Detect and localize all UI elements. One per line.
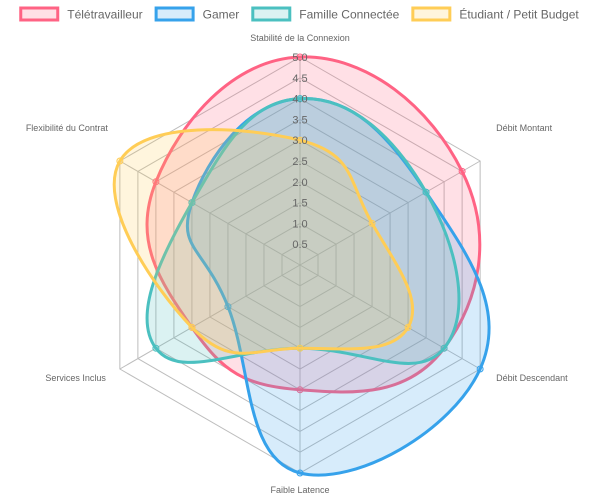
radar-axes <box>119 57 481 473</box>
data-point[interactable] <box>368 219 376 227</box>
axis-label: Débit Descendant <box>496 373 568 383</box>
data-point[interactable] <box>296 469 304 477</box>
data-point[interactable] <box>188 199 196 207</box>
tick-label: 2.0 <box>292 177 307 189</box>
axis-line <box>299 264 481 370</box>
tick-label: 1.5 <box>292 198 307 210</box>
legend-item[interactable]: Famille Connectée <box>251 6 400 22</box>
series-3 <box>112 128 415 355</box>
data-point[interactable] <box>458 167 466 175</box>
tick-label: 3.0 <box>292 135 307 147</box>
axis-line <box>119 160 301 266</box>
legend: Télétravailleur Gamer Famille Connectée Étu… <box>19 6 580 22</box>
tick-label: 2.5 <box>292 156 307 168</box>
data-point[interactable] <box>440 344 448 352</box>
tick-label: 1.0 <box>292 218 307 230</box>
radar-axis-labels: Stabilité de la Connexion Débit Montant Dé… <box>26 33 568 495</box>
tick-label: 0.5 <box>292 239 307 251</box>
legend-swatch <box>251 6 292 22</box>
series-area <box>112 128 415 355</box>
axis-label: Faible Latence <box>270 485 329 495</box>
data-point[interactable] <box>476 365 484 373</box>
tick-label: 4.5 <box>292 73 307 85</box>
legend-item[interactable]: Étudiant / Petit Budget <box>411 6 580 22</box>
axis-label: Stabilité de la Connexion <box>250 33 350 43</box>
data-point[interactable] <box>296 386 304 394</box>
legend-label: Télétravailleur <box>67 8 142 22</box>
tick-label: 5.0 <box>292 52 307 64</box>
data-point[interactable] <box>404 323 412 331</box>
data-point[interactable] <box>296 53 304 61</box>
data-point[interactable] <box>296 344 304 352</box>
legend-swatch <box>154 6 195 22</box>
axis-label: Services Inclus <box>45 373 106 383</box>
tick-label: 3.5 <box>292 114 307 126</box>
axis-label: Flexibilité du Contrat <box>26 123 109 133</box>
data-point[interactable] <box>152 178 160 186</box>
data-point[interactable] <box>188 323 196 331</box>
radar-ticks: 0.5 1.0 1.5 2.0 2.5 3.0 3.5 4.0 4.5 5.0 <box>292 52 307 251</box>
legend-label: Gamer <box>203 8 240 22</box>
data-point[interactable] <box>116 157 124 165</box>
tick-label: 4.0 <box>292 94 307 106</box>
data-point[interactable] <box>296 95 304 103</box>
legend-swatch <box>411 6 452 22</box>
data-point[interactable] <box>152 344 160 352</box>
axis-line <box>119 264 301 370</box>
data-point[interactable] <box>224 303 232 311</box>
legend-label: Étudiant / Petit Budget <box>459 7 579 22</box>
data-point[interactable] <box>296 136 304 144</box>
axis-line <box>299 160 481 266</box>
legend-label: Famille Connectée <box>299 8 399 22</box>
radar-series <box>112 53 491 477</box>
legend-item[interactable]: Télétravailleur <box>19 6 143 22</box>
legend-item[interactable]: Gamer <box>154 6 240 22</box>
axis-label: Débit Montant <box>496 123 553 133</box>
legend-swatch <box>19 6 60 22</box>
data-point[interactable] <box>422 188 430 196</box>
